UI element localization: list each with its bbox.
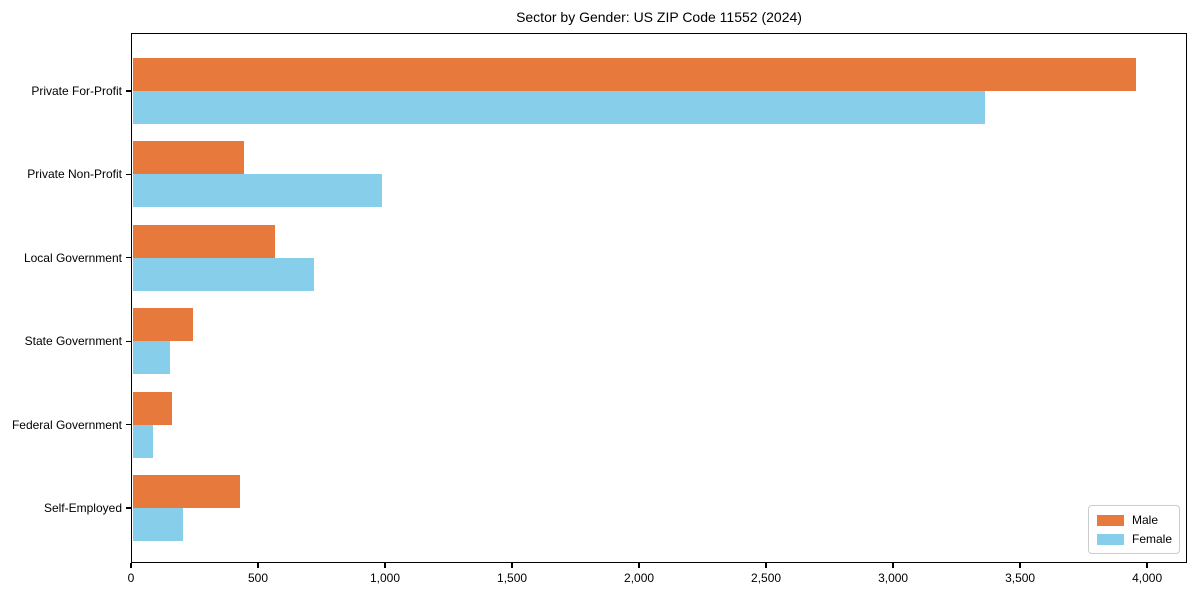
x-tick-mark — [1019, 563, 1021, 568]
x-tick-mark — [1146, 563, 1148, 568]
legend-items: Male Female — [1097, 512, 1173, 547]
x-tick-label: 1,000 — [370, 571, 401, 585]
legend-item: Male — [1097, 512, 1171, 528]
x-tick-label: 2,500 — [751, 571, 782, 585]
x-tick-mark — [892, 563, 894, 568]
x-tick-label: 3,000 — [878, 571, 909, 585]
y-tick-label: Private Non-Profit — [27, 167, 122, 182]
y-tick-label: State Government — [24, 334, 122, 349]
legend-swatch-male — [1097, 514, 1124, 526]
chart-title: Sector by Gender: US ZIP Code 11552 (202… — [516, 9, 802, 25]
y-tick-label: Self-Employed — [43, 501, 122, 515]
y-tick-mark — [126, 340, 131, 342]
x-tick-label: 3,500 — [1005, 571, 1036, 585]
bar-female — [132, 341, 171, 375]
bar-female — [132, 508, 184, 541]
x-tick-mark — [257, 563, 259, 568]
legend-item: Female — [1097, 531, 1173, 547]
y-tick-mark — [126, 173, 131, 176]
y-tick-label: Private For-Profit — [31, 84, 122, 98]
bar-male — [132, 391, 172, 425]
x-tick-mark — [130, 563, 132, 568]
y-tick-mark — [126, 423, 131, 426]
bar-male — [132, 475, 241, 508]
x-tick-label: 4,000 — [1132, 571, 1163, 585]
y-tick-mark — [126, 90, 131, 92]
legend-label: Male — [1132, 513, 1159, 527]
x-tick-mark — [638, 563, 640, 568]
x-tick-mark — [511, 563, 513, 568]
y-tick-label: Federal Government — [11, 417, 122, 432]
x-tick-label: 0 — [127, 571, 135, 585]
bar-male — [132, 58, 1136, 91]
y-tick-label: Local Government — [23, 250, 122, 265]
bar-female — [132, 424, 153, 458]
legend-swatch-female — [1097, 533, 1124, 545]
bar-male — [132, 224, 275, 258]
x-tick-mark — [384, 563, 386, 568]
legend: Male Female — [1088, 505, 1180, 554]
x-tick-label: 500 — [247, 571, 269, 585]
x-tick-mark — [765, 563, 767, 568]
x-tick-label: 1,500 — [497, 571, 528, 585]
y-tick-mark — [126, 507, 131, 509]
bar-female — [132, 91, 985, 124]
legend-label: Female — [1132, 532, 1173, 546]
bar-female — [132, 257, 314, 291]
y-tick-mark — [126, 257, 131, 259]
bar-female — [132, 174, 383, 208]
x-tick-label: 2,000 — [624, 571, 655, 585]
bar-male — [132, 308, 194, 342]
bar-male — [132, 141, 245, 175]
